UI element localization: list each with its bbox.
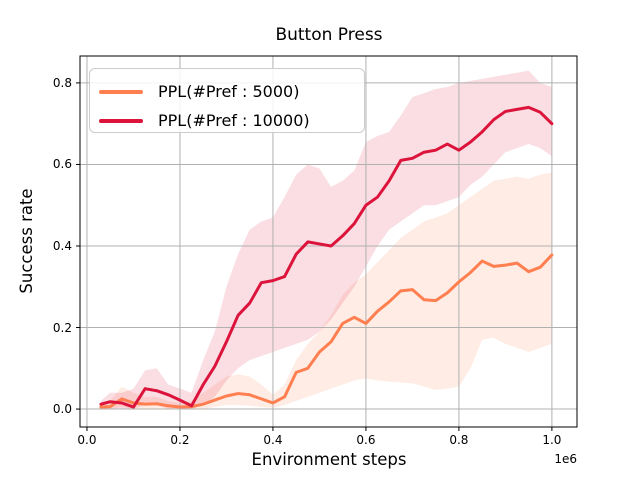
y-tick-label: 0.6 (52, 157, 72, 172)
x-axis-label: Environment steps (251, 450, 407, 469)
x-tick-label: 0.2 (170, 433, 190, 447)
legend-line-sample (99, 89, 143, 94)
legend-label: PPL(#Pref : 5000) (158, 81, 300, 101)
y-tick-label: 0.2 (52, 320, 72, 335)
legend-entry: PPL(#Pref : 5000) (99, 77, 364, 106)
x-tick-label: 0.0 (77, 433, 97, 447)
x-tick-label: 0.4 (263, 433, 283, 447)
y-axis-label: Success rate (17, 188, 36, 294)
legend-label: PPL(#Pref : 10000) (158, 110, 310, 130)
series-line (99, 105, 554, 409)
legend-entry: PPL(#Pref : 10000) (99, 106, 364, 135)
legend-line-sample (99, 118, 143, 123)
y-tick-label: 0.4 (52, 238, 72, 253)
x-axis-offset-label: 1e6 (554, 452, 577, 466)
series-band (100, 172, 552, 410)
axis-ticks (76, 82, 553, 431)
y-tick-label: 0.8 (52, 75, 72, 90)
x-tick-label: 0.8 (449, 433, 469, 447)
series-lines (99, 105, 554, 409)
x-tick-label: 0.6 (356, 433, 376, 447)
legend: PPL(#Pref : 5000) PPL(#Pref : 10000) (89, 68, 365, 133)
confidence-bands (100, 70, 552, 410)
axes-spines (79, 55, 578, 428)
series-band (100, 70, 552, 410)
y-tick-label: 0.0 (52, 402, 72, 417)
x-tick-label: 1.0 (542, 433, 562, 447)
series-line (99, 253, 554, 409)
chart-title: Button Press (275, 25, 383, 45)
